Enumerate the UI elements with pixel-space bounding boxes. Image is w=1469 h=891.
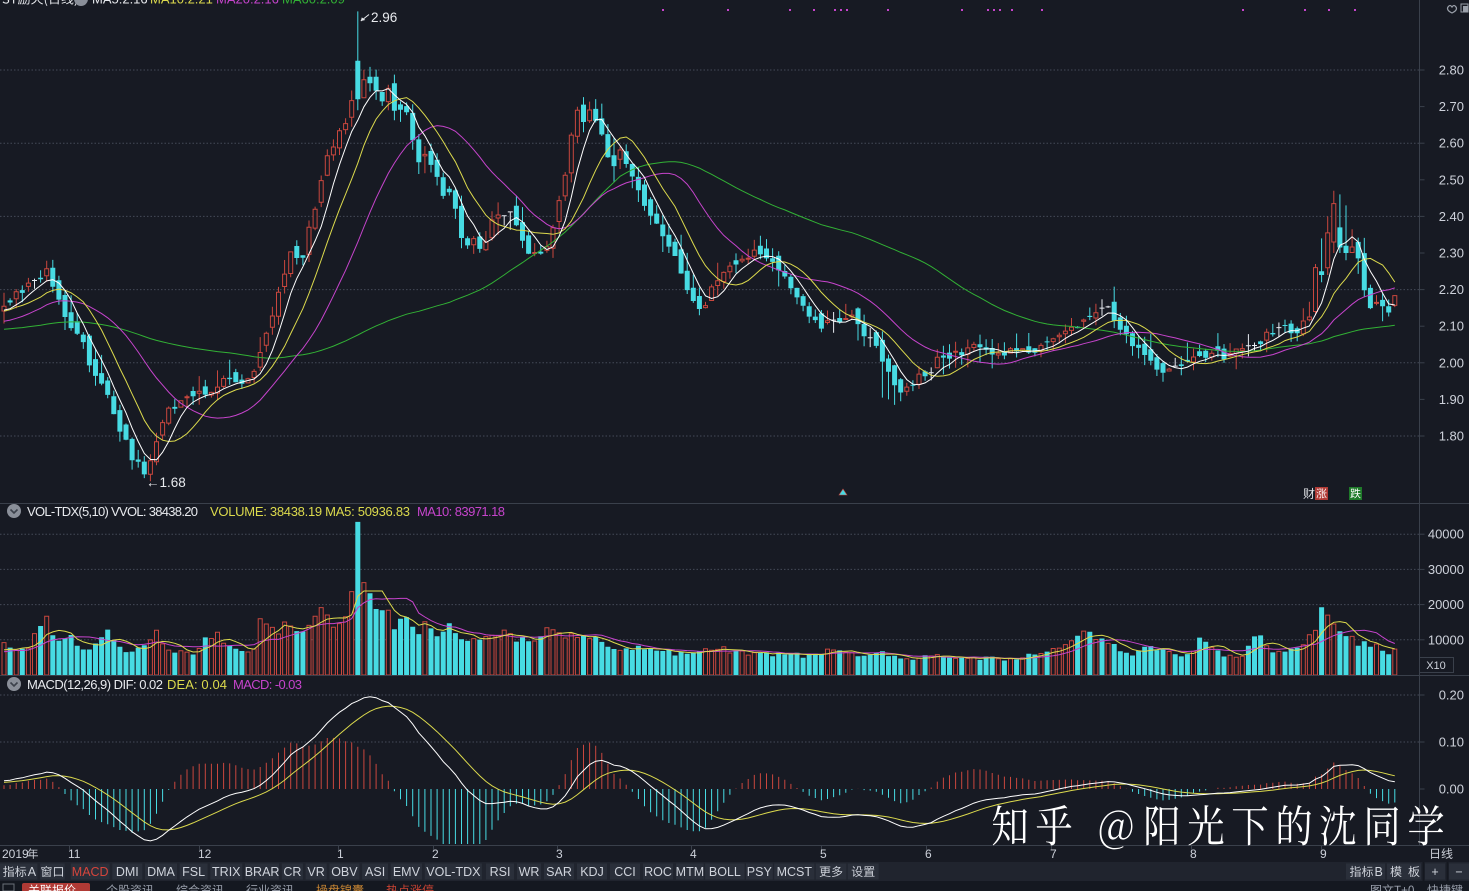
svg-text:BRAR: BRAR [245,865,280,879]
svg-text:SAR: SAR [546,865,572,879]
svg-text:−: − [1455,865,1462,879]
svg-text:2.10: 2.10 [1439,319,1464,334]
svg-text:2.30: 2.30 [1439,246,1464,261]
svg-text:1.90: 1.90 [1439,392,1464,407]
svg-text:10000: 10000 [1428,632,1464,647]
svg-text:12: 12 [198,847,212,861]
svg-text:PSY: PSY [747,865,773,879]
svg-text:VOL-TDX(5,10) VVOL: 38438.20: VOL-TDX(5,10) VVOL: 38438.20 [27,504,198,519]
svg-text:ASI: ASI [365,865,385,879]
svg-text:CR: CR [283,865,301,879]
svg-text:2.40: 2.40 [1439,209,1464,224]
svg-text:3: 3 [556,847,563,861]
svg-text:DMI: DMI [116,865,139,879]
svg-text:A: A [28,865,37,879]
svg-text:40000: 40000 [1428,527,1464,542]
svg-text:DEA: 0.04: DEA: 0.04 [167,677,227,692]
svg-text:X10: X10 [1426,660,1446,672]
svg-text:2.50: 2.50 [1439,172,1464,187]
svg-text:EMV: EMV [393,865,421,879]
svg-text:VOL-TDX: VOL-TDX [426,865,481,879]
svg-text:KDJ: KDJ [580,865,604,879]
svg-text:MA5:2.16: MA5:2.16 [92,0,148,7]
svg-text:1.80: 1.80 [1439,429,1464,444]
svg-text:1: 1 [337,847,344,861]
svg-text:0.10: 0.10 [1439,735,1464,750]
svg-text:TRIX: TRIX [212,865,241,879]
svg-text:VOLUME: 38438.19 MA5: 50936.8: VOLUME: 38438.19 MA5: 50936.83 [210,504,410,519]
svg-text:FSL: FSL [182,865,205,879]
svg-text:20000: 20000 [1428,597,1464,612]
svg-text:6: 6 [925,847,932,861]
svg-text:30000: 30000 [1428,562,1464,577]
svg-text:2: 2 [432,847,439,861]
svg-text:←1.68: ←1.68 [146,475,186,490]
svg-text:MCST: MCST [777,865,813,879]
svg-text:2.20: 2.20 [1439,282,1464,297]
svg-text:VR: VR [307,865,324,879]
svg-text:0.20: 0.20 [1439,688,1464,703]
svg-text:MA20:2.16: MA20:2.16 [216,0,279,7]
svg-text:2019: 2019 [2,847,29,861]
svg-text:MACD: MACD [72,865,109,879]
svg-text:2.96: 2.96 [371,10,397,25]
svg-text:2.00: 2.00 [1439,355,1464,370]
svg-text:7: 7 [1050,847,1057,861]
svg-text:MTM: MTM [676,865,704,879]
svg-text:2.70: 2.70 [1439,99,1464,114]
svg-text:2.60: 2.60 [1439,136,1464,151]
svg-text:DMA: DMA [147,865,175,879]
svg-text:MACD: -0.03: MACD: -0.03 [233,677,302,692]
svg-text:0.00: 0.00 [1439,782,1464,797]
svg-text:5: 5 [820,847,827,861]
svg-text:CCI: CCI [614,865,636,879]
svg-text:MA60:2.09: MA60:2.09 [282,0,345,7]
svg-text:+: + [1431,865,1438,879]
svg-text:8: 8 [1190,847,1197,861]
svg-text:4: 4 [690,847,697,861]
svg-text:ROC: ROC [644,865,672,879]
svg-text:MACD(12,26,9) DIF: 0.02: MACD(12,26,9) DIF: 0.02 [27,677,163,692]
svg-text:11: 11 [68,847,81,861]
svg-text:RSI: RSI [490,865,511,879]
svg-text:B: B [1375,865,1383,879]
svg-text:MA10:2.21: MA10:2.21 [150,0,213,7]
svg-text:2.80: 2.80 [1439,63,1464,78]
svg-text:OBV: OBV [331,865,358,879]
svg-text:WR: WR [519,865,540,879]
svg-text:BOLL: BOLL [709,865,741,879]
svg-text:9: 9 [1320,847,1327,861]
svg-text:MA10: 83971.18: MA10: 83971.18 [417,504,505,519]
